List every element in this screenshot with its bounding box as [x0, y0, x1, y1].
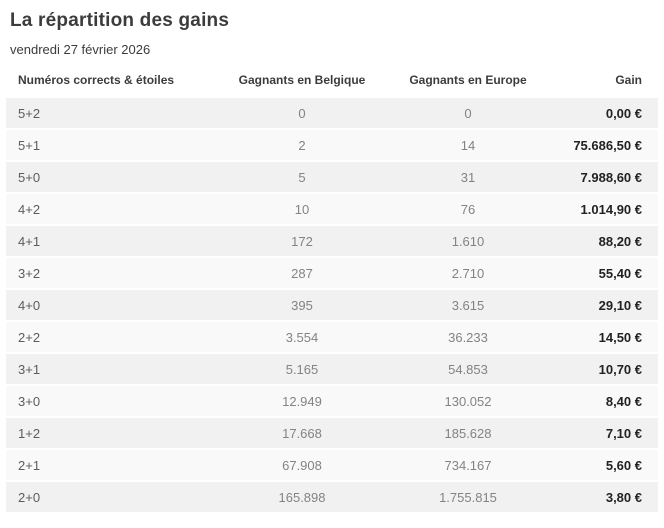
- combo-cell: 3+2: [6, 258, 219, 288]
- gain-cell: 75.686,50 €: [551, 130, 658, 160]
- table-header: Numéros corrects & étoiles Gagnants en B…: [6, 73, 658, 96]
- combo-cell: 5+2: [6, 98, 219, 128]
- gain-cell: 0,00 €: [551, 98, 658, 128]
- combo-cell: 4+0: [6, 290, 219, 320]
- gain-cell: 7,10 €: [551, 418, 658, 448]
- europe-winners-cell: 2.710: [385, 258, 551, 288]
- table-row: 4+0 395 3.615 29,10 €: [6, 290, 658, 320]
- gain-cell: 55,40 €: [551, 258, 658, 288]
- europe-winners-cell: 36.233: [385, 322, 551, 352]
- europe-winners-cell: 14: [385, 130, 551, 160]
- belgium-winners-cell: 5.165: [219, 354, 385, 384]
- gain-cell: 1.014,90 €: [551, 194, 658, 224]
- combo-cell: 3+1: [6, 354, 219, 384]
- belgium-winners-cell: 12.949: [219, 386, 385, 416]
- combo-cell: 4+2: [6, 194, 219, 224]
- combo-cell: 2+0: [6, 482, 219, 512]
- belgium-winners-cell: 165.898: [219, 482, 385, 512]
- gain-cell: 88,20 €: [551, 226, 658, 256]
- europe-winners-cell: 185.628: [385, 418, 551, 448]
- belgium-winners-cell: 17.668: [219, 418, 385, 448]
- belgium-winners-cell: 67.908: [219, 450, 385, 480]
- europe-winners-cell: 734.167: [385, 450, 551, 480]
- belgium-winners-cell: 172: [219, 226, 385, 256]
- gain-cell: 5,60 €: [551, 450, 658, 480]
- europe-winners-cell: 54.853: [385, 354, 551, 384]
- belgium-winners-cell: 395: [219, 290, 385, 320]
- gain-cell: 7.988,60 €: [551, 162, 658, 192]
- table-row: 5+0 5 31 7.988,60 €: [6, 162, 658, 192]
- table-row: 2+1 67.908 734.167 5,60 €: [6, 450, 658, 480]
- combo-cell: 1+2: [6, 418, 219, 448]
- col-header-winners-europe: Gagnants en Europe: [409, 73, 527, 87]
- col-header-winners-belgium: Gagnants en Belgique: [238, 73, 366, 87]
- europe-winners-cell: 1.610: [385, 226, 551, 256]
- table-body: 5+2 0 0 0,00 € 5+1 2 14 75.686,50 € 5+0 …: [6, 98, 658, 512]
- belgium-winners-cell: 2: [219, 130, 385, 160]
- gains-page: La répartition des gains vendredi 27 fév…: [0, 10, 664, 528]
- table-row: 5+1 2 14 75.686,50 €: [6, 130, 658, 160]
- table-row: 3+2 287 2.710 55,40 €: [6, 258, 658, 288]
- combo-cell: 3+0: [6, 386, 219, 416]
- gains-table: Numéros corrects & étoiles Gagnants en B…: [6, 71, 658, 514]
- combo-cell: 2+2: [6, 322, 219, 352]
- col-header-numbers-stars: Numéros corrects & étoiles: [18, 73, 175, 87]
- gain-cell: 10,70 €: [551, 354, 658, 384]
- belgium-winners-cell: 5: [219, 162, 385, 192]
- table-row: 3+1 5.165 54.853 10,70 €: [6, 354, 658, 384]
- col-header-gain: Gain: [615, 73, 642, 87]
- combo-cell: 2+1: [6, 450, 219, 480]
- belgium-winners-cell: 0: [219, 98, 385, 128]
- europe-winners-cell: 1.755.815: [385, 482, 551, 512]
- combo-cell: 4+1: [6, 226, 219, 256]
- europe-winners-cell: 130.052: [385, 386, 551, 416]
- gain-cell: 14,50 €: [551, 322, 658, 352]
- europe-winners-cell: 76: [385, 194, 551, 224]
- table-row: 5+2 0 0 0,00 €: [6, 98, 658, 128]
- table-row: 3+0 12.949 130.052 8,40 €: [6, 386, 658, 416]
- europe-winners-cell: 3.615: [385, 290, 551, 320]
- europe-winners-cell: 0: [385, 98, 551, 128]
- table-row: 1+2 17.668 185.628 7,10 €: [6, 418, 658, 448]
- draw-date: vendredi 27 février 2026: [10, 42, 151, 57]
- europe-winners-cell: 31: [385, 162, 551, 192]
- table-row: 2+2 3.554 36.233 14,50 €: [6, 322, 658, 352]
- combo-cell: 5+1: [6, 130, 219, 160]
- combo-cell: 5+0: [6, 162, 219, 192]
- belgium-winners-cell: 10: [219, 194, 385, 224]
- table-row: 2+0 165.898 1.755.815 3,80 €: [6, 482, 658, 512]
- table-row: 4+2 10 76 1.014,90 €: [6, 194, 658, 224]
- page-title: La répartition des gains: [10, 10, 230, 31]
- gain-cell: 8,40 €: [551, 386, 658, 416]
- belgium-winners-cell: 3.554: [219, 322, 385, 352]
- gain-cell: 29,10 €: [551, 290, 658, 320]
- table-row: 4+1 172 1.610 88,20 €: [6, 226, 658, 256]
- gain-cell: 3,80 €: [551, 482, 658, 512]
- belgium-winners-cell: 287: [219, 258, 385, 288]
